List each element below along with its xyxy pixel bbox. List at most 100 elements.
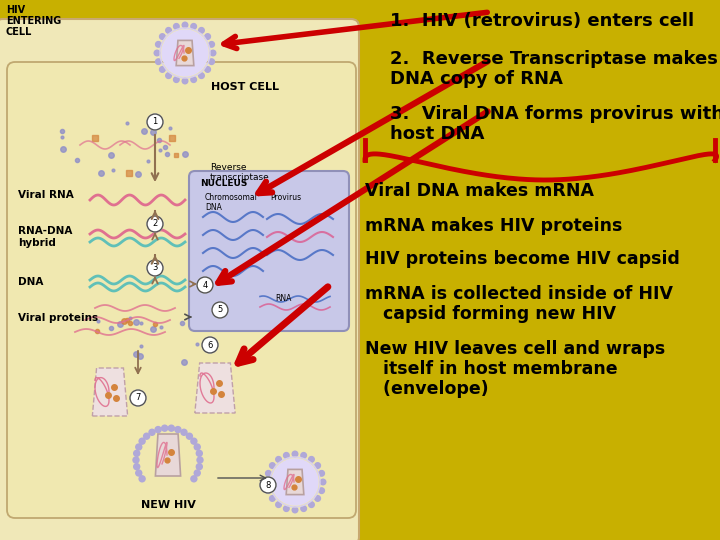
Text: 3: 3: [153, 264, 158, 273]
Text: HIV
ENTERING
CELL: HIV ENTERING CELL: [6, 5, 61, 37]
Text: Viral DNA makes mRNA: Viral DNA makes mRNA: [365, 182, 594, 200]
Circle shape: [143, 433, 150, 439]
Circle shape: [186, 433, 192, 439]
Circle shape: [133, 457, 139, 463]
Text: 8: 8: [265, 481, 271, 489]
Circle shape: [197, 277, 213, 293]
Text: HOST CELL: HOST CELL: [211, 82, 279, 92]
Text: Provirus: Provirus: [270, 193, 301, 202]
Text: RNA-DNA
hybrid: RNA-DNA hybrid: [18, 226, 73, 248]
Circle shape: [182, 78, 188, 84]
Circle shape: [320, 479, 325, 485]
Circle shape: [166, 28, 171, 33]
Text: NUCLEUS: NUCLEUS: [200, 179, 248, 188]
Circle shape: [264, 479, 270, 485]
Circle shape: [266, 488, 271, 494]
Text: 6: 6: [207, 341, 212, 349]
Circle shape: [147, 216, 163, 232]
Circle shape: [162, 30, 208, 76]
Circle shape: [162, 425, 168, 431]
Circle shape: [174, 77, 179, 83]
Circle shape: [260, 477, 276, 493]
Circle shape: [269, 463, 275, 468]
Text: Chromosomal
DNA: Chromosomal DNA: [205, 193, 258, 212]
Circle shape: [276, 502, 282, 508]
Text: RNA: RNA: [275, 294, 292, 303]
Text: Viral proteins: Viral proteins: [18, 313, 98, 323]
FancyBboxPatch shape: [189, 171, 349, 331]
Circle shape: [315, 496, 320, 501]
Circle shape: [197, 457, 203, 463]
Polygon shape: [92, 368, 127, 416]
Text: Reverse
transcriptase: Reverse transcriptase: [210, 163, 270, 182]
Circle shape: [182, 22, 188, 28]
Circle shape: [292, 451, 298, 457]
Circle shape: [301, 506, 307, 511]
Circle shape: [194, 444, 200, 450]
Circle shape: [156, 59, 161, 64]
Polygon shape: [195, 363, 235, 413]
Text: 2: 2: [153, 219, 158, 228]
Circle shape: [202, 337, 218, 353]
Circle shape: [199, 73, 204, 78]
Circle shape: [191, 438, 197, 444]
Text: HIV proteins become HIV capsid: HIV proteins become HIV capsid: [365, 250, 680, 268]
Circle shape: [160, 33, 165, 39]
Circle shape: [147, 260, 163, 276]
Text: 4: 4: [202, 280, 207, 289]
Text: New HIV leaves cell and wraps
   itself in host membrane
   (envelope): New HIV leaves cell and wraps itself in …: [365, 340, 665, 398]
Text: mRNA is collected inside of HIV
   capsid forming new HIV: mRNA is collected inside of HIV capsid f…: [365, 285, 673, 323]
Circle shape: [199, 28, 204, 33]
Circle shape: [134, 464, 140, 470]
Circle shape: [319, 488, 325, 494]
Circle shape: [134, 450, 140, 456]
Polygon shape: [176, 40, 194, 65]
Circle shape: [209, 59, 215, 64]
FancyBboxPatch shape: [0, 19, 359, 540]
Circle shape: [191, 24, 197, 29]
Circle shape: [309, 456, 314, 462]
Circle shape: [194, 470, 200, 476]
Circle shape: [136, 470, 142, 476]
Polygon shape: [286, 469, 304, 495]
Text: 2.  Reverse Transcriptase makes
DNA copy of RNA: 2. Reverse Transcriptase makes DNA copy …: [390, 50, 718, 88]
Circle shape: [197, 450, 202, 456]
Circle shape: [166, 73, 171, 78]
Circle shape: [269, 496, 275, 501]
Circle shape: [154, 50, 160, 56]
Circle shape: [315, 463, 320, 468]
Circle shape: [168, 425, 174, 431]
Circle shape: [212, 302, 228, 318]
Circle shape: [175, 427, 181, 433]
Circle shape: [209, 42, 215, 47]
Circle shape: [197, 464, 202, 470]
Circle shape: [210, 50, 216, 56]
Circle shape: [174, 24, 179, 29]
FancyBboxPatch shape: [7, 62, 356, 518]
Circle shape: [309, 502, 314, 508]
Text: DNA: DNA: [18, 277, 43, 287]
Circle shape: [284, 453, 289, 458]
Circle shape: [130, 390, 146, 406]
Circle shape: [205, 33, 210, 39]
Text: 3.  Viral DNA forms provirus with
host DNA: 3. Viral DNA forms provirus with host DN…: [390, 105, 720, 143]
Circle shape: [156, 42, 161, 47]
Circle shape: [191, 476, 197, 482]
Circle shape: [205, 66, 210, 72]
Text: mRNA makes HIV proteins: mRNA makes HIV proteins: [365, 217, 622, 235]
Circle shape: [139, 476, 145, 482]
Text: 5: 5: [217, 306, 222, 314]
Circle shape: [276, 456, 282, 462]
Circle shape: [181, 429, 187, 435]
Circle shape: [160, 66, 165, 72]
Circle shape: [147, 114, 163, 130]
Text: Viral RNA: Viral RNA: [18, 190, 73, 200]
Polygon shape: [156, 434, 181, 476]
Circle shape: [319, 470, 325, 476]
Circle shape: [272, 459, 318, 505]
Circle shape: [301, 453, 307, 458]
Circle shape: [149, 429, 155, 435]
Text: 7: 7: [135, 394, 140, 402]
Circle shape: [266, 470, 271, 476]
Circle shape: [139, 438, 145, 444]
